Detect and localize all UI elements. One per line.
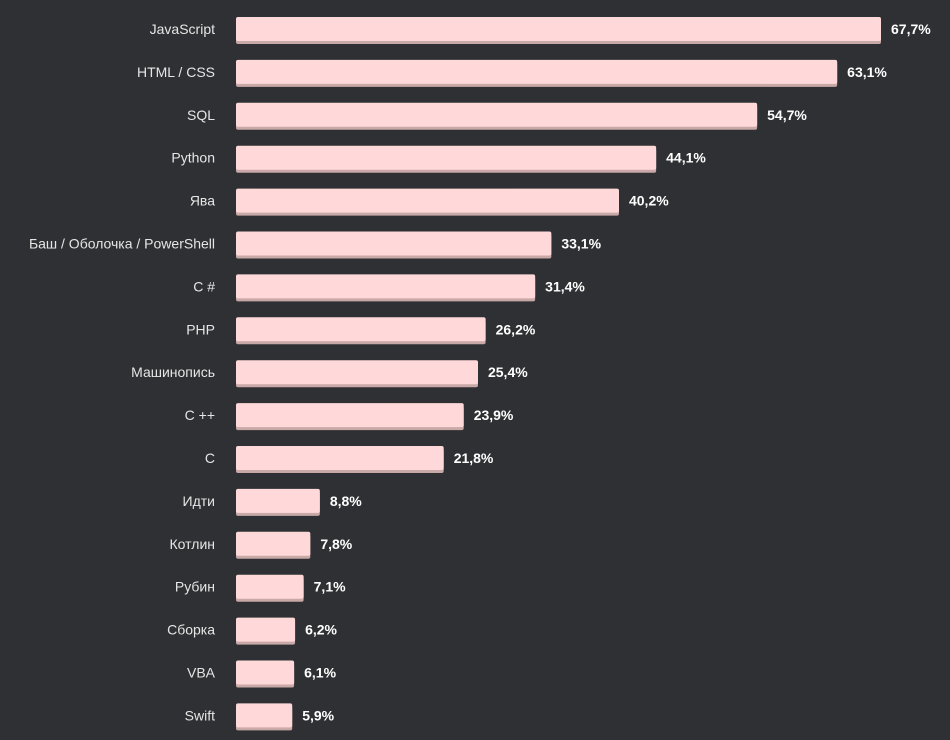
value-label-html-css: 63,1%	[847, 64, 887, 80]
bar-javascript	[236, 17, 881, 41]
value-label-sql: 54,7%	[767, 107, 807, 123]
value-label-javascript: 67,7%	[891, 21, 931, 37]
value-label-php: 26,2%	[496, 321, 536, 337]
bar-vba	[236, 660, 295, 685]
value-label-c: 31,4%	[545, 278, 585, 294]
value-label-котлин: 7,8%	[320, 536, 352, 552]
bar-c	[236, 446, 444, 470]
bar-идти	[236, 488, 320, 513]
bar-c	[236, 274, 536, 299]
category-label-php: PHP	[186, 321, 215, 337]
value-label-swift: 5,9%	[302, 707, 334, 723]
category-label-sql: SQL	[187, 107, 215, 123]
value-label-сборка: 6,2%	[305, 622, 337, 638]
category-label-vba: VBA	[187, 665, 216, 681]
category-label-c: C #	[193, 278, 215, 294]
category-label-сборка: Сборка	[167, 622, 215, 638]
category-label-рубин: Рубин	[175, 579, 215, 595]
bar-ява	[236, 188, 619, 213]
value-label-идти: 8,8%	[330, 493, 362, 509]
value-label-c: 23,9%	[474, 407, 514, 423]
bar-php	[236, 317, 486, 342]
value-label-рубин: 7,1%	[314, 579, 346, 595]
bar-sql	[236, 102, 758, 127]
bar-сборка	[236, 617, 296, 642]
value-label-машинопись: 25,4%	[488, 364, 528, 380]
category-label-javascript: JavaScript	[150, 21, 215, 37]
value-label-vba: 6,1%	[304, 665, 336, 681]
category-label-ява: Ява	[190, 193, 215, 209]
bar-рубин	[236, 574, 304, 599]
category-label-python: Python	[171, 150, 215, 166]
category-label-html-css: HTML / CSS	[137, 64, 215, 80]
bar-баш-оболочка-powershell	[236, 231, 552, 256]
bar-машинопись	[236, 360, 478, 385]
category-label-котлин: Котлин	[170, 536, 215, 552]
bar-html-css	[236, 59, 838, 84]
value-label-python: 44,1%	[666, 150, 706, 166]
category-label-баш-оболочка-powershell: Баш / Оболочка / PowerShell	[29, 236, 215, 252]
category-label-идти: Идти	[183, 493, 215, 509]
bar-c	[236, 403, 464, 428]
category-label-swift: Swift	[185, 707, 215, 723]
category-label-c: C ++	[185, 407, 215, 423]
category-label-машинопись: Машинопись	[131, 364, 215, 380]
value-label-ява: 40,2%	[629, 193, 669, 209]
bar-swift	[236, 703, 293, 728]
bar-котлин	[236, 531, 311, 556]
value-label-c: 21,8%	[454, 450, 494, 466]
bar-python	[236, 145, 657, 170]
category-label-c: C	[205, 450, 215, 466]
value-label-баш-оболочка-powershell: 33,1%	[561, 236, 601, 252]
